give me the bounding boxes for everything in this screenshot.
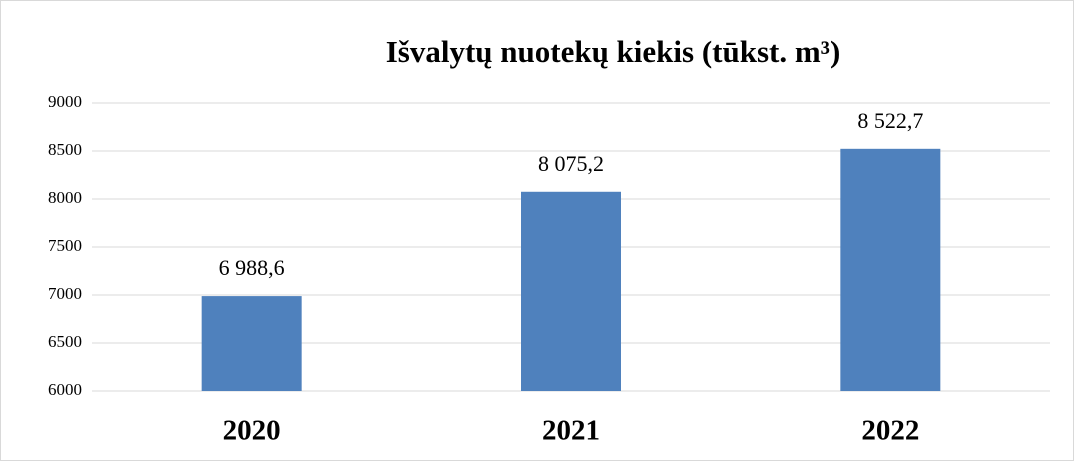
bar (201, 296, 302, 391)
bar (840, 148, 941, 391)
bar (521, 191, 621, 391)
data-label: 8 522,7 (857, 108, 923, 133)
y-tick-label: 7500 (48, 236, 82, 255)
data-label: 8 075,2 (538, 151, 604, 176)
x-tick-label: 2022 (861, 415, 919, 447)
y-tick-label: 6500 (48, 332, 82, 351)
y-tick-label: 8000 (48, 188, 82, 207)
y-tick-label: 9000 (48, 92, 82, 111)
x-tick-label: 2021 (542, 415, 600, 447)
chart-title: Išvalytų nuotekų kiekis (tūkst. m³) (386, 34, 841, 69)
y-tick-label: 7000 (48, 284, 82, 303)
y-tick-label: 6000 (48, 380, 82, 399)
x-tick-label: 2020 (223, 415, 281, 447)
y-tick-label: 8500 (48, 140, 82, 159)
data-label: 6 988,6 (219, 255, 285, 280)
